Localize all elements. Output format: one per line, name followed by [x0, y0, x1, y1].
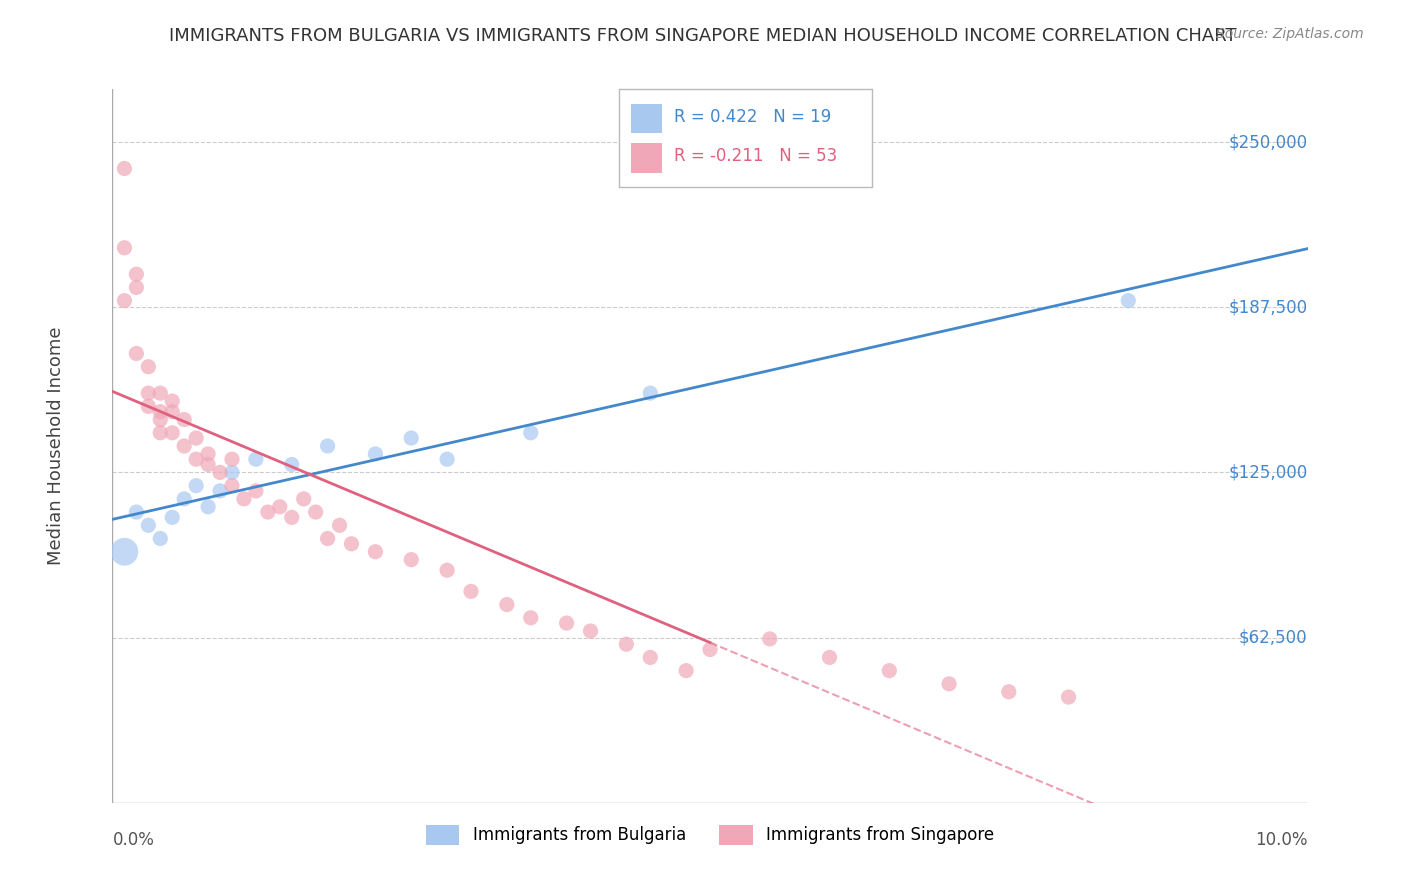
- Point: [245, 483, 267, 498]
- Point: [197, 500, 219, 514]
- Point: [257, 505, 280, 519]
- Text: R = -0.211   N = 53: R = -0.211 N = 53: [675, 147, 838, 165]
- Point: [520, 611, 543, 625]
- Point: [879, 664, 901, 678]
- Point: [460, 584, 482, 599]
- Point: [364, 447, 387, 461]
- Point: [496, 598, 519, 612]
- Point: [1118, 293, 1140, 308]
- Text: $125,000: $125,000: [1229, 464, 1308, 482]
- Text: IMMIGRANTS FROM BULGARIA VS IMMIGRANTS FROM SINGAPORE MEDIAN HOUSEHOLD INCOME CO: IMMIGRANTS FROM BULGARIA VS IMMIGRANTS F…: [169, 27, 1237, 45]
- Point: [938, 677, 960, 691]
- Point: [436, 563, 458, 577]
- Text: Median Household Income: Median Household Income: [48, 326, 65, 566]
- Point: [149, 532, 172, 546]
- Point: [221, 478, 243, 492]
- Point: [149, 425, 172, 440]
- Point: [173, 412, 195, 426]
- Point: [125, 505, 148, 519]
- Point: [616, 637, 638, 651]
- Point: [149, 404, 172, 418]
- Point: [436, 452, 458, 467]
- Point: [186, 431, 208, 445]
- Point: [305, 505, 328, 519]
- Point: [316, 532, 339, 546]
- Point: [114, 293, 135, 308]
- Point: [149, 412, 172, 426]
- Point: [579, 624, 602, 638]
- Text: $250,000: $250,000: [1229, 133, 1308, 151]
- Point: [114, 161, 135, 176]
- Bar: [631, 103, 662, 133]
- Text: 0.0%: 0.0%: [112, 831, 155, 849]
- Bar: [631, 143, 662, 173]
- Point: [125, 280, 148, 294]
- Point: [555, 616, 578, 631]
- Point: [173, 491, 195, 506]
- Point: [1057, 690, 1080, 704]
- Point: [186, 478, 208, 492]
- Point: [221, 452, 243, 467]
- Point: [186, 452, 208, 467]
- Point: [138, 400, 160, 414]
- Point: [818, 650, 841, 665]
- Text: $62,500: $62,500: [1239, 629, 1308, 647]
- Point: [233, 491, 256, 506]
- Text: $187,500: $187,500: [1229, 298, 1308, 317]
- Point: [125, 346, 148, 360]
- Point: [401, 431, 423, 445]
- Point: [759, 632, 782, 646]
- Point: [640, 650, 662, 665]
- Point: [281, 510, 304, 524]
- Point: [364, 545, 387, 559]
- Point: [640, 386, 662, 401]
- Point: [401, 552, 423, 566]
- Text: R = 0.422   N = 19: R = 0.422 N = 19: [675, 108, 831, 126]
- Point: [269, 500, 291, 514]
- Point: [114, 241, 135, 255]
- Point: [209, 466, 232, 480]
- Point: [699, 642, 721, 657]
- Point: [162, 394, 183, 409]
- Point: [162, 404, 183, 418]
- Point: [197, 447, 219, 461]
- Point: [125, 267, 148, 281]
- Text: Source: ZipAtlas.com: Source: ZipAtlas.com: [1216, 27, 1364, 41]
- Point: [221, 466, 243, 480]
- Point: [340, 537, 363, 551]
- Point: [245, 452, 267, 467]
- Point: [162, 425, 183, 440]
- Point: [329, 518, 352, 533]
- Point: [173, 439, 195, 453]
- Point: [138, 518, 160, 533]
- Point: [138, 386, 160, 401]
- Point: [197, 458, 219, 472]
- Legend: Immigrants from Bulgaria, Immigrants from Singapore: Immigrants from Bulgaria, Immigrants fro…: [419, 818, 1001, 852]
- Text: 10.0%: 10.0%: [1256, 831, 1308, 849]
- Point: [316, 439, 339, 453]
- Point: [675, 664, 697, 678]
- Point: [149, 386, 172, 401]
- Point: [292, 491, 315, 506]
- Point: [114, 545, 135, 559]
- Point: [209, 483, 232, 498]
- Point: [998, 685, 1021, 699]
- Point: [520, 425, 543, 440]
- Point: [138, 359, 160, 374]
- Point: [281, 458, 304, 472]
- Point: [162, 510, 183, 524]
